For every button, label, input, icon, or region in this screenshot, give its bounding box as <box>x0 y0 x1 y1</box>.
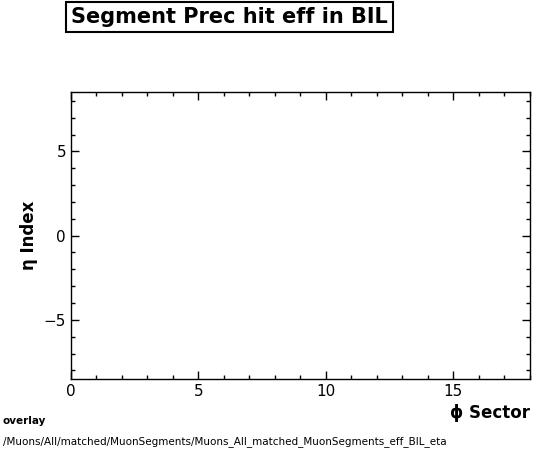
Text: overlay: overlay <box>3 416 46 426</box>
Y-axis label: η Index: η Index <box>20 201 38 270</box>
X-axis label: ϕ Sector: ϕ Sector <box>449 404 530 422</box>
Text: /Muons/All/matched/MuonSegments/Muons_All_matched_MuonSegments_eff_BIL_eta: /Muons/All/matched/MuonSegments/Muons_Al… <box>3 437 447 448</box>
Text: Segment Prec hit eff in BIL: Segment Prec hit eff in BIL <box>71 7 388 27</box>
